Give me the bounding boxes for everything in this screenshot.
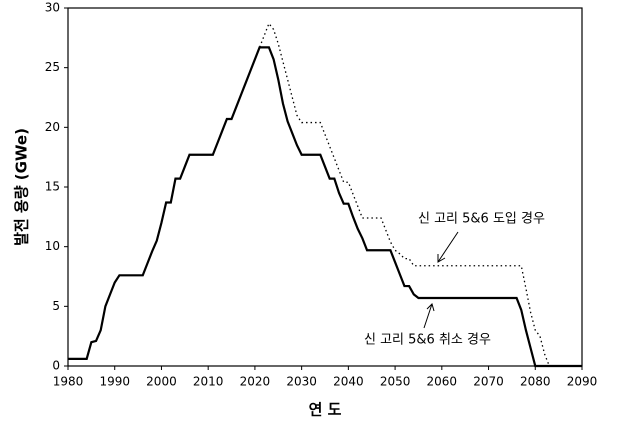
annotation: 신 고리 5&6 취소 경우	[364, 333, 491, 348]
x-tick-label: 2090	[567, 375, 598, 389]
arrow-head	[426, 303, 435, 312]
x-tick-label: 2010	[193, 375, 224, 389]
y-tick-label: 0	[52, 359, 60, 373]
x-tick-label: 2020	[240, 375, 271, 389]
arrow	[423, 303, 433, 329]
series-line	[68, 46, 582, 368]
y-axis-title: 발전 용량 (GWe)	[13, 128, 31, 246]
x-tick-label: 1990	[99, 375, 130, 389]
plot-frame	[67, 7, 583, 367]
x-axis-title: 연 도	[309, 401, 342, 419]
arrow	[437, 231, 459, 263]
y-tick-label: 15	[45, 180, 60, 194]
annotation: 신 고리 5&6 도입 경우	[418, 212, 545, 227]
x-tick-label: 1980	[53, 375, 84, 389]
y-tick-label: 5	[52, 299, 60, 313]
y-tick-label: 10	[45, 239, 60, 253]
y-tick-label: 20	[45, 120, 60, 134]
arrows	[423, 231, 459, 329]
x-tick-label: 2070	[473, 375, 504, 389]
x-tick-label: 2030	[286, 375, 317, 389]
x-tick-label: 2050	[380, 375, 411, 389]
x-tick-label: 2080	[520, 375, 551, 389]
series-line	[68, 22, 582, 367]
y-tick-label: 30	[45, 1, 60, 15]
arrow-head	[437, 254, 446, 263]
x-tick-label: 2040	[333, 375, 364, 389]
x-tick-label: 2060	[427, 375, 458, 389]
y-tick-label: 25	[45, 60, 60, 74]
x-tick-label: 2000	[146, 375, 177, 389]
